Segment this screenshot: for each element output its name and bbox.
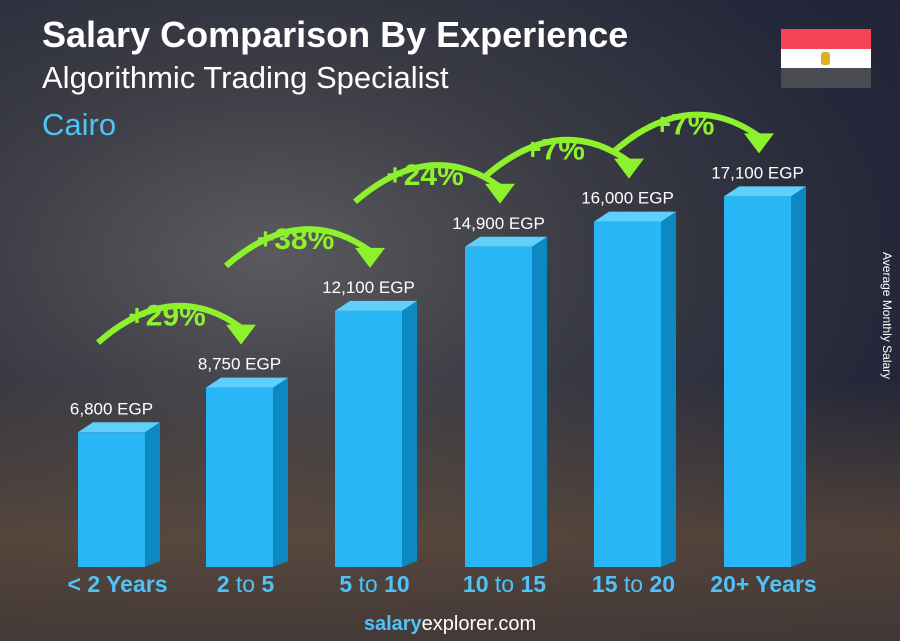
y-axis-label: Average Monthly Salary: [880, 252, 894, 380]
chart-title: Salary Comparison By Experience: [42, 14, 629, 55]
brand-rest: explorer: [421, 613, 493, 635]
footer-brand[interactable]: salaryexplorer.com: [0, 613, 900, 636]
category-label: 5 to 10: [339, 571, 409, 597]
category-label: 15 to 20: [592, 571, 675, 597]
value-label: 6,800 EGP: [70, 399, 153, 418]
category-label: 10 to 15: [463, 571, 546, 597]
value-label: 12,100 EGP: [322, 278, 415, 297]
bar: [206, 387, 273, 567]
bar-side: [273, 377, 288, 567]
bar-top: [78, 422, 160, 433]
bar-top: [206, 377, 288, 388]
bar-top: [335, 300, 417, 311]
change-label: +29%: [128, 300, 206, 333]
bar: [594, 221, 661, 567]
change-label: +7%: [654, 108, 715, 141]
value-label: 8,750 EGP: [198, 355, 281, 374]
bar-side: [791, 186, 806, 567]
bar-top: [465, 236, 547, 247]
change-label: +38%: [257, 223, 335, 256]
value-label: 14,900 EGP: [452, 214, 545, 233]
change-arrow: [612, 111, 761, 154]
change-label: +24%: [386, 159, 464, 192]
change-arrow: [224, 226, 372, 269]
bar: [724, 196, 791, 567]
arrow-head-icon: [485, 183, 515, 204]
value-label: 17,100 EGP: [711, 163, 804, 182]
bar-side: [532, 236, 547, 568]
bar: [465, 246, 532, 568]
brand-bold: salary: [363, 613, 422, 635]
change-arrow: [483, 136, 631, 179]
bar-side: [402, 300, 417, 567]
bar-top: [594, 211, 676, 222]
category-label: 20+ Years: [710, 571, 816, 597]
egypt-flag-icon: [781, 29, 871, 89]
bar-side: [145, 422, 160, 567]
arrow-head-icon: [226, 324, 256, 345]
value-label: 16,000 EGP: [581, 189, 674, 208]
category-label: < 2 Years: [68, 571, 168, 597]
job-title: Algorithmic Trading Specialist: [42, 60, 449, 95]
change-arrow: [353, 162, 502, 205]
change-label: +7%: [524, 134, 585, 167]
arrow-head-icon: [744, 133, 774, 154]
arrow-head-icon: [614, 158, 644, 179]
arrow-head-icon: [355, 247, 385, 268]
brand-tld: .com: [492, 613, 537, 635]
category-label: 2 to 5: [217, 571, 275, 597]
change-arrow: [96, 302, 243, 345]
bar: [78, 432, 145, 567]
bar-side: [661, 211, 676, 567]
bar: [335, 310, 402, 567]
bar-top: [724, 186, 806, 197]
city-label: Cairo: [42, 107, 117, 142]
